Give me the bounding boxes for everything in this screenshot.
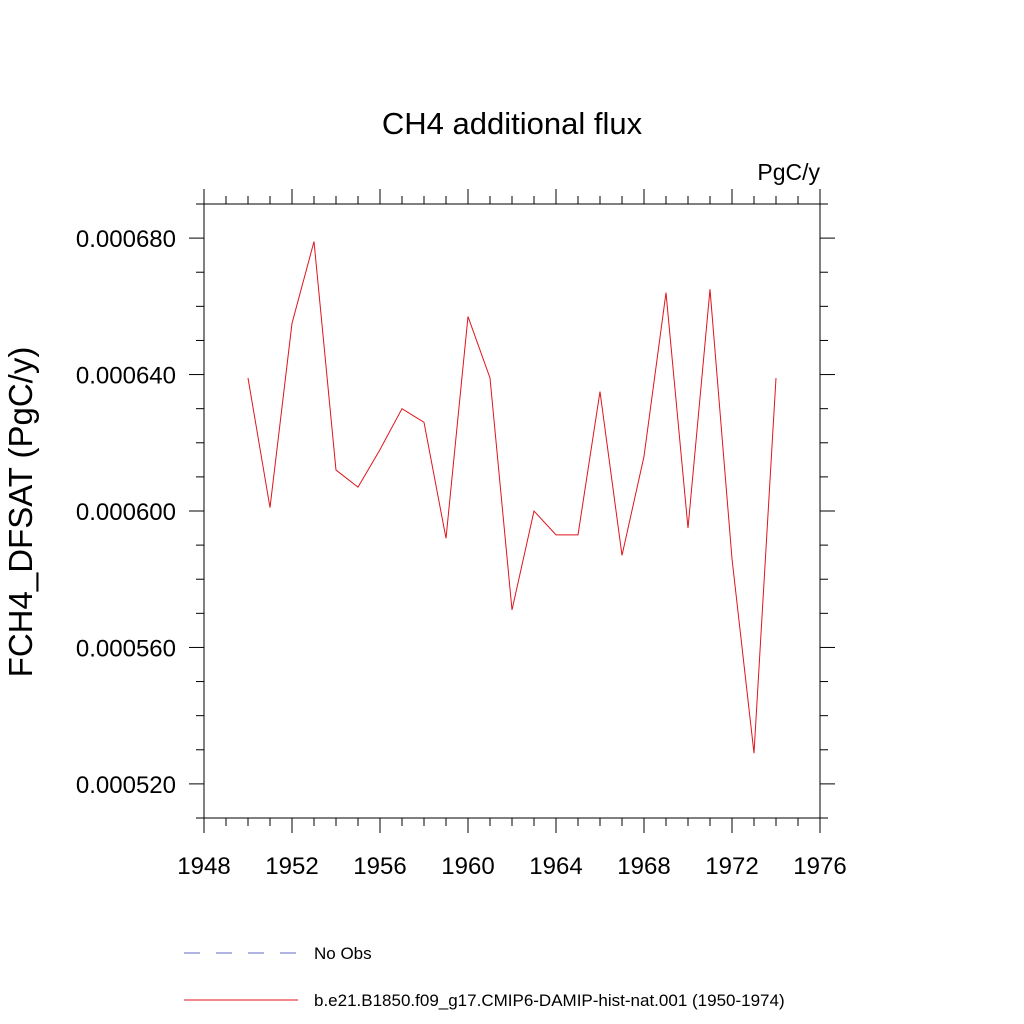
units-label: PgC/y bbox=[757, 159, 820, 185]
x-tick-label: 1968 bbox=[617, 853, 670, 880]
axis-ticks bbox=[189, 189, 835, 833]
chart-title: CH4 additional flux bbox=[382, 106, 643, 141]
y-tick-label: 0.000680 bbox=[76, 226, 176, 253]
x-tick-label: 1948 bbox=[177, 853, 230, 880]
y-tick-label: 0.000640 bbox=[76, 363, 176, 390]
x-tick-label: 1960 bbox=[441, 853, 494, 880]
y-tick-label: 0.000600 bbox=[76, 499, 176, 526]
legend: No Obs b.e21.B1850.f09_g17.CMIP6-DAMIP-h… bbox=[184, 944, 785, 1010]
x-tick-label: 1976 bbox=[793, 853, 846, 880]
legend-label-model: b.e21.B1850.f09_g17.CMIP6-DAMIP-hist-nat… bbox=[314, 991, 785, 1010]
x-tick-label: 1972 bbox=[705, 853, 758, 880]
x-tick-label: 1956 bbox=[353, 853, 406, 880]
y-tick-label: 0.000560 bbox=[76, 635, 176, 662]
y-tick-label: 0.000520 bbox=[76, 772, 176, 799]
series-line bbox=[247, 241, 777, 754]
y-axis-label: FCH4_DFSAT (PgC/y) bbox=[2, 347, 39, 678]
axis-tick-labels: 1948 1952 1956 1960 1964 1968 1972 1976 0.000520… bbox=[76, 226, 847, 880]
x-tick-label: 1952 bbox=[265, 853, 318, 880]
legend-label-no-obs: No Obs bbox=[314, 944, 372, 963]
series-group bbox=[247, 241, 777, 754]
x-tick-label: 1964 bbox=[529, 853, 582, 880]
